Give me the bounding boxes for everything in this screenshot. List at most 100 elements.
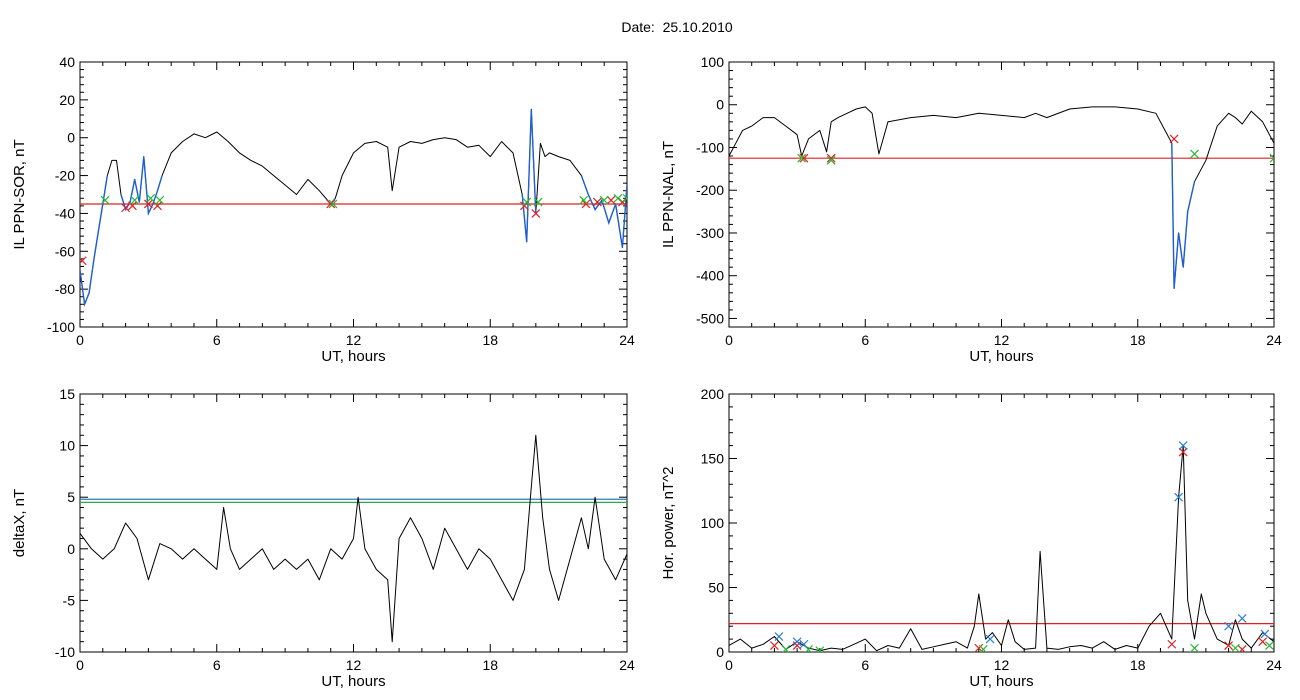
y-tick-label: -80 bbox=[55, 281, 75, 297]
plot-frame bbox=[728, 393, 1275, 653]
y-tick-label: -60 bbox=[55, 243, 75, 259]
x-tick-label: 18 bbox=[482, 657, 498, 673]
x-tick-label: 6 bbox=[213, 657, 221, 673]
y-tick-label: 100 bbox=[701, 54, 725, 70]
x-tick-label: 0 bbox=[76, 657, 84, 673]
highlight-segment bbox=[1171, 143, 1196, 289]
y-tick-label: 200 bbox=[701, 386, 725, 402]
y-tick-label: 100 bbox=[701, 515, 725, 531]
marker-blue bbox=[799, 639, 809, 649]
marker-green bbox=[579, 195, 589, 205]
x-tick-label: 12 bbox=[994, 332, 1010, 348]
marker-green bbox=[815, 646, 825, 652]
marker-red bbox=[80, 256, 87, 266]
x-tick-label: 24 bbox=[619, 657, 635, 673]
highlight-segment bbox=[521, 109, 537, 242]
y-tick-label: 5 bbox=[67, 489, 75, 505]
highlight-segment bbox=[580, 175, 627, 248]
marker-red bbox=[792, 641, 802, 650]
x-tick-label: 18 bbox=[1130, 332, 1146, 348]
chart-deltax: 0 6 12 18 24 -10 -5 0 5 10 15 UT, hours deltaX, nT bbox=[11, 386, 635, 690]
marker-green bbox=[613, 193, 623, 203]
chart-ppn-sor: 0 6 12 18 24 -100 -80 -60 -40 -20 0 20 40 UT, hours IL… bbox=[11, 54, 635, 365]
marker-blue bbox=[1178, 441, 1188, 451]
marker-red bbox=[1224, 641, 1234, 650]
x-tick-label: 12 bbox=[994, 657, 1010, 673]
marker-green bbox=[1269, 153, 1274, 163]
marker-blue bbox=[774, 632, 784, 641]
marker-blue bbox=[1260, 629, 1270, 639]
y-tick-label: -400 bbox=[696, 268, 724, 284]
series-line bbox=[80, 108, 627, 305]
x-tick-label: 0 bbox=[76, 332, 84, 348]
marker-red bbox=[1167, 639, 1177, 649]
x-tick-label: 24 bbox=[619, 332, 635, 348]
x-tick-label: 6 bbox=[213, 332, 221, 348]
marker-red bbox=[153, 201, 162, 211]
plot-frame bbox=[79, 61, 628, 328]
marker-green bbox=[1190, 643, 1199, 652]
x-tick-label: 18 bbox=[482, 332, 498, 348]
y-tick-label: 0 bbox=[716, 644, 724, 660]
marker-green bbox=[978, 644, 988, 652]
marker-green bbox=[100, 195, 110, 205]
marker-green bbox=[1190, 149, 1199, 159]
marker-green bbox=[328, 199, 338, 209]
y-tick-label: 0 bbox=[716, 97, 724, 113]
y-axis-label: Hor. power, nT^2 bbox=[660, 467, 677, 580]
y-tick-label: 0 bbox=[67, 541, 75, 557]
x-tick-label: 6 bbox=[861, 332, 869, 348]
marker-red bbox=[127, 201, 137, 211]
x-tick-label: 12 bbox=[346, 332, 362, 348]
marker-blue bbox=[792, 637, 802, 647]
marker-red bbox=[531, 209, 541, 218]
marker-green bbox=[781, 644, 791, 652]
y-axis-label: deltaX, nT bbox=[11, 489, 28, 557]
y-axis-label: IL PPN-SOR, nT bbox=[11, 139, 28, 249]
marker-blue bbox=[1174, 492, 1184, 502]
plot-area bbox=[80, 108, 627, 308]
x-tick-label: 24 bbox=[1266, 657, 1282, 673]
x-axis-label: UT, hours bbox=[969, 348, 1033, 365]
y-tick-label: 0 bbox=[67, 130, 75, 146]
x-tick-label: 18 bbox=[1130, 657, 1146, 673]
marker-green bbox=[146, 193, 156, 203]
marker-red bbox=[1169, 134, 1179, 144]
marker-red bbox=[1178, 447, 1188, 457]
marker-red bbox=[1237, 644, 1247, 652]
x-axis-label: UT, hours bbox=[321, 348, 385, 365]
plot-frame bbox=[79, 393, 628, 653]
chart-ppn-nal: 0 6 12 18 24 -500 -400 -300 -200 -100 0 100 UT, hour… bbox=[660, 54, 1282, 365]
marker-green bbox=[155, 195, 165, 205]
highlight-segment bbox=[80, 175, 108, 308]
y-tick-label: -200 bbox=[696, 182, 724, 198]
marker-red bbox=[592, 197, 602, 207]
marker-red bbox=[143, 199, 153, 209]
marker-green bbox=[826, 155, 836, 165]
y-tick-label: 40 bbox=[59, 54, 75, 70]
chart-hor-power: 0 6 12 18 24 0 50 100 150 200 UT, hours Hor. power,… bbox=[660, 386, 1282, 690]
marker-green bbox=[533, 197, 543, 207]
y-tick-label: -300 bbox=[696, 225, 724, 241]
y-tick-label: 10 bbox=[59, 438, 75, 454]
marker-red bbox=[121, 203, 131, 213]
marker-blue bbox=[1224, 621, 1234, 631]
plot-area bbox=[80, 434, 627, 643]
x-tick-label: 0 bbox=[725, 332, 733, 348]
marker-blue bbox=[1237, 614, 1247, 623]
marker-blue bbox=[985, 634, 995, 644]
series-line bbox=[729, 445, 1274, 652]
y-tick-label: -40 bbox=[55, 205, 75, 221]
y-tick-label: 50 bbox=[708, 580, 724, 596]
series-line bbox=[729, 106, 1274, 289]
x-tick-label: 12 bbox=[346, 657, 362, 673]
y-tick-label: -5 bbox=[63, 592, 76, 608]
plot-area bbox=[729, 106, 1274, 289]
marker-green bbox=[599, 195, 609, 205]
marker-green bbox=[797, 153, 807, 163]
y-axis-label: IL PPN-NAL, nT bbox=[660, 141, 677, 248]
y-tick-label: -10 bbox=[55, 644, 75, 660]
y-tick-label: 15 bbox=[59, 386, 75, 402]
x-tick-label: 6 bbox=[861, 657, 869, 673]
